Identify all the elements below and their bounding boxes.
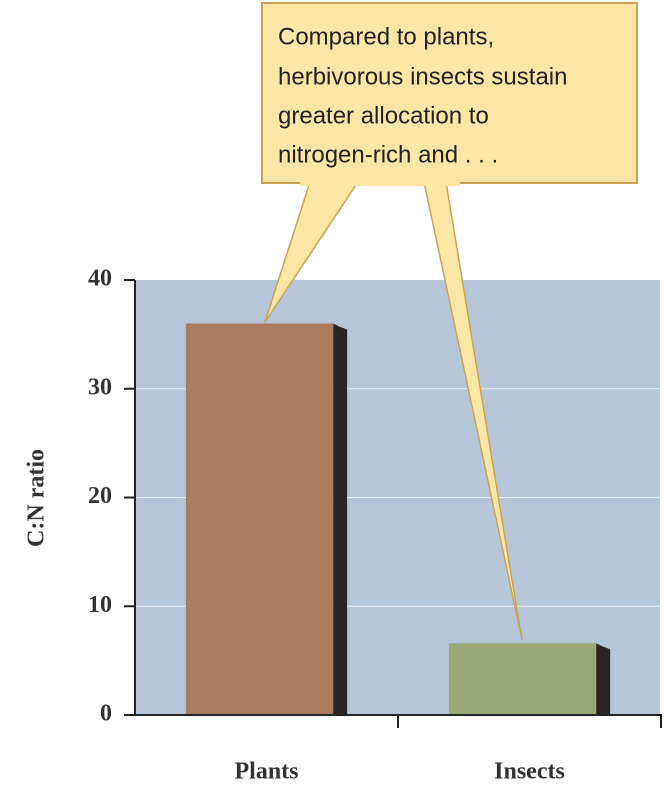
y-tick-label: 20 [88, 483, 112, 509]
callout: Compared to plants, herbivorous insects … [261, 2, 638, 641]
y-tick-label: 0 [100, 701, 112, 727]
y-tick-label: 30 [88, 374, 112, 400]
annotation-line: Compared to plants, [278, 23, 494, 50]
annotation-line: greater allocation to [278, 102, 489, 129]
callout-join [300, 178, 460, 186]
bar-side [333, 323, 348, 715]
annotation-line: nitrogen-rich and . . . [278, 141, 498, 168]
bar [185, 323, 334, 715]
y-tick-label: 40 [88, 266, 112, 292]
annotation-line: herbivorous insects sustain [278, 63, 567, 90]
y-tick-label: 10 [88, 592, 112, 618]
bar-side [596, 643, 611, 715]
bar [448, 643, 597, 715]
callout-box [261, 2, 638, 184]
y-axis-label: C:N ratio [24, 449, 50, 547]
x-tick-label: Plants [234, 759, 298, 785]
x-tick-label: Insects [494, 759, 565, 785]
